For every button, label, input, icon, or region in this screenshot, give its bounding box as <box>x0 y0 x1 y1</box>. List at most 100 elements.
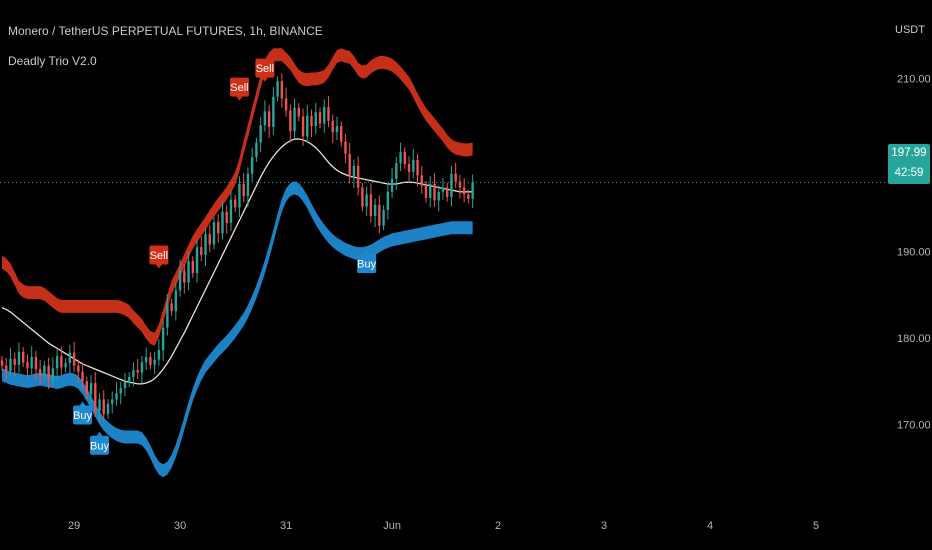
candle-body <box>140 362 144 373</box>
candle-body <box>310 115 313 127</box>
candle-body <box>191 261 194 274</box>
candle <box>327 96 330 128</box>
candle-body <box>72 352 76 366</box>
candle-body <box>13 358 16 365</box>
candle <box>0 355 4 371</box>
candles <box>0 73 474 422</box>
buy-signal: Buy <box>90 431 109 455</box>
candle-body <box>132 370 135 377</box>
candle-body <box>327 107 330 121</box>
candle-body <box>348 153 351 178</box>
candle <box>5 357 8 381</box>
candle <box>416 153 419 187</box>
candle-body <box>373 204 377 217</box>
signal-box <box>357 254 377 274</box>
candle-body <box>462 187 466 195</box>
candle-body <box>306 115 309 137</box>
candle <box>454 162 457 188</box>
candle <box>22 347 25 367</box>
signal-box <box>73 405 93 425</box>
time-axis-tick: 29 <box>68 520 80 532</box>
signal-pointer <box>155 264 162 269</box>
candle-body <box>9 358 12 371</box>
candle <box>153 351 156 375</box>
candle-body <box>204 234 207 255</box>
candle-body <box>284 98 288 111</box>
candle <box>43 360 46 381</box>
candle-body <box>55 356 59 369</box>
time-axis-tick: 31 <box>280 520 292 532</box>
time-axis[interactable]: 29 30 31 Jun 2 3 4 5 <box>68 520 819 532</box>
candle <box>102 389 105 422</box>
candle <box>348 142 351 184</box>
candle <box>183 264 186 294</box>
signal-label: Buy <box>357 259 376 271</box>
candle <box>166 293 169 336</box>
candle-body <box>81 371 84 382</box>
candle <box>140 355 144 384</box>
candle-body <box>361 187 364 207</box>
candle-body <box>356 165 360 188</box>
candle-body <box>212 222 216 245</box>
candle <box>238 176 241 217</box>
candle <box>344 133 347 164</box>
candle <box>81 362 84 390</box>
candle-body <box>221 211 224 234</box>
candle <box>204 227 207 266</box>
signal-label: Sell <box>256 63 274 75</box>
signal-labels: Sell Sell Sell Buy Buy Buy <box>73 58 377 455</box>
candle-body <box>403 152 406 165</box>
candle <box>132 362 135 387</box>
candle-body <box>335 126 339 133</box>
candle <box>306 104 309 143</box>
candle <box>119 381 122 405</box>
candle-body <box>259 125 262 143</box>
signal-pointer <box>363 250 370 255</box>
candle <box>437 185 440 212</box>
candle-body <box>47 365 50 380</box>
candle <box>111 391 114 414</box>
time-axis-tick: 2 <box>495 520 501 532</box>
candle <box>314 102 317 134</box>
candle-body <box>128 376 131 383</box>
signal-box <box>149 245 169 265</box>
candle <box>301 108 305 146</box>
candle-body <box>17 351 21 365</box>
candle <box>234 194 237 213</box>
indicator-name[interactable]: Deadly Trio V2.0 <box>8 54 97 68</box>
candle <box>267 105 271 138</box>
candle <box>157 339 161 366</box>
basis-line <box>1 138 473 385</box>
candle <box>51 357 55 386</box>
candle <box>382 205 385 231</box>
last-price-tag: 197.99 42:59 <box>888 144 930 184</box>
candle-body <box>420 175 423 186</box>
signal-pointer <box>96 431 103 436</box>
candle-body <box>340 126 343 142</box>
axis-currency[interactable]: USDT <box>895 24 925 36</box>
candle-body <box>174 290 178 312</box>
signal-pointer <box>261 77 268 82</box>
candle <box>225 205 228 234</box>
candle-body <box>437 191 440 201</box>
candle <box>395 156 398 190</box>
candle <box>318 107 322 129</box>
candle-body <box>238 184 241 208</box>
candle <box>412 148 415 179</box>
candle <box>255 137 258 162</box>
candle <box>174 282 178 321</box>
time-axis-tick: 4 <box>707 520 713 532</box>
candle-body <box>441 187 445 192</box>
candle <box>98 393 101 422</box>
candle-body <box>352 165 356 178</box>
candle-body <box>200 247 203 255</box>
candle-body <box>276 81 279 97</box>
candle-body <box>234 199 237 208</box>
candle-body <box>195 247 199 274</box>
candle-body <box>77 365 80 372</box>
sell-signal: Sell <box>149 245 169 269</box>
candle <box>284 87 288 117</box>
symbol-title[interactable]: Monero / TetherUS PERPETUAL FUTURES, 1h,… <box>8 24 323 38</box>
candle <box>289 104 292 143</box>
